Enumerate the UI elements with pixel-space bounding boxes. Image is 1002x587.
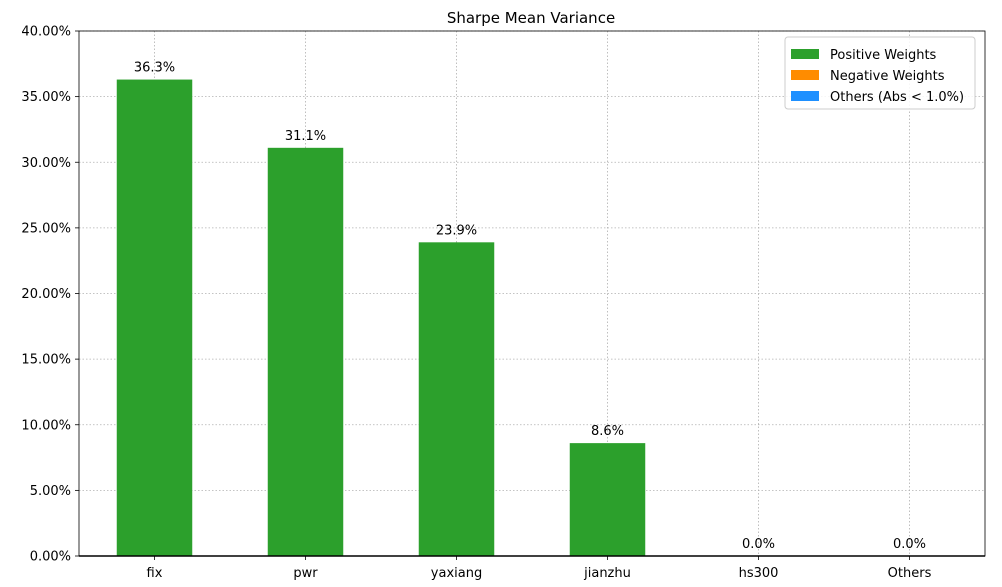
data-label-jianzhu: 8.6%	[591, 424, 624, 439]
y-tick-label: 15.00%	[21, 353, 71, 368]
bar-yaxiang	[418, 242, 495, 556]
y-tick-label: 35.00%	[21, 90, 71, 105]
y-tick-label: 10.00%	[21, 418, 71, 433]
y-tick-label: 20.00%	[21, 287, 71, 302]
legend-swatch	[791, 70, 819, 80]
data-label-yaxiang: 23.9%	[436, 223, 477, 238]
legend-box	[784, 36, 976, 110]
legend: Positive Weights Negative Weights Others (…	[784, 36, 976, 110]
data-label-hs300: 0.0%	[742, 537, 775, 552]
data-label-fix: 36.3%	[134, 61, 175, 76]
x-tick-label: pwr	[293, 566, 318, 581]
y-tick-label: 30.00%	[21, 156, 71, 171]
y-tick-label: 5.00%	[30, 484, 71, 499]
y-tick-label: 25.00%	[21, 221, 71, 236]
chart-title: Sharpe Mean Variance	[447, 9, 615, 27]
x-tick-label: hs300	[739, 566, 779, 581]
y-tick-label: 40.00%	[21, 25, 71, 40]
data-label-Others: 0.0%	[893, 537, 926, 552]
legend-swatch	[791, 49, 819, 59]
x-tick-label: jianzhu	[583, 566, 631, 581]
y-tick-label: 0.00%	[30, 550, 71, 565]
legend-swatch	[791, 91, 819, 101]
x-tick-label: Others	[888, 566, 932, 581]
bar-fix	[116, 79, 193, 556]
legend-label: Others (Abs < 1.0%)	[830, 90, 964, 105]
legend-label: Negative Weights	[830, 69, 945, 84]
bar-pwr	[267, 147, 344, 556]
data-labels: 36.3% 31.1% 23.9% 8.6% 0.0% 0.0%	[134, 61, 926, 552]
bars	[116, 79, 646, 556]
grid	[79, 30, 985, 557]
x-tick-label: fix	[147, 566, 163, 581]
bar-jianzhu	[569, 443, 646, 556]
axes: 0.00% 5.00% 10.00% 15.00% 20.00% 25.00% 30.00%…	[21, 25, 986, 581]
data-label-pwr: 31.1%	[285, 129, 326, 144]
x-tick-label: yaxiang	[431, 566, 482, 581]
legend-label: Positive Weights	[830, 48, 937, 63]
